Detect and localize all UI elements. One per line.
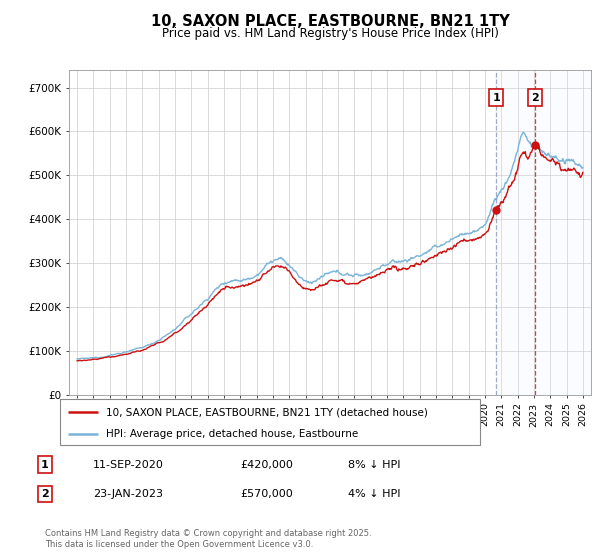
Text: Contains HM Land Registry data © Crown copyright and database right 2025.
This d: Contains HM Land Registry data © Crown c… xyxy=(45,529,371,549)
Text: 11-SEP-2020: 11-SEP-2020 xyxy=(93,460,164,470)
Text: 2: 2 xyxy=(41,489,49,499)
Text: 2: 2 xyxy=(531,92,539,102)
Text: £570,000: £570,000 xyxy=(240,489,293,499)
Text: 8% ↓ HPI: 8% ↓ HPI xyxy=(348,460,401,470)
Text: 23-JAN-2023: 23-JAN-2023 xyxy=(93,489,163,499)
Text: 10, SAXON PLACE, EASTBOURNE, BN21 1TY (detached house): 10, SAXON PLACE, EASTBOURNE, BN21 1TY (d… xyxy=(106,407,428,417)
Text: Price paid vs. HM Land Registry's House Price Index (HPI): Price paid vs. HM Land Registry's House … xyxy=(161,27,499,40)
Text: HPI: Average price, detached house, Eastbourne: HPI: Average price, detached house, East… xyxy=(106,429,358,438)
Text: 4% ↓ HPI: 4% ↓ HPI xyxy=(348,489,401,499)
Text: 1: 1 xyxy=(493,92,500,102)
FancyBboxPatch shape xyxy=(60,399,480,445)
Text: £420,000: £420,000 xyxy=(240,460,293,470)
Text: 1: 1 xyxy=(41,460,49,470)
Bar xyxy=(496,70,591,395)
Text: 10, SAXON PLACE, EASTBOURNE, BN21 1TY: 10, SAXON PLACE, EASTBOURNE, BN21 1TY xyxy=(151,14,509,29)
